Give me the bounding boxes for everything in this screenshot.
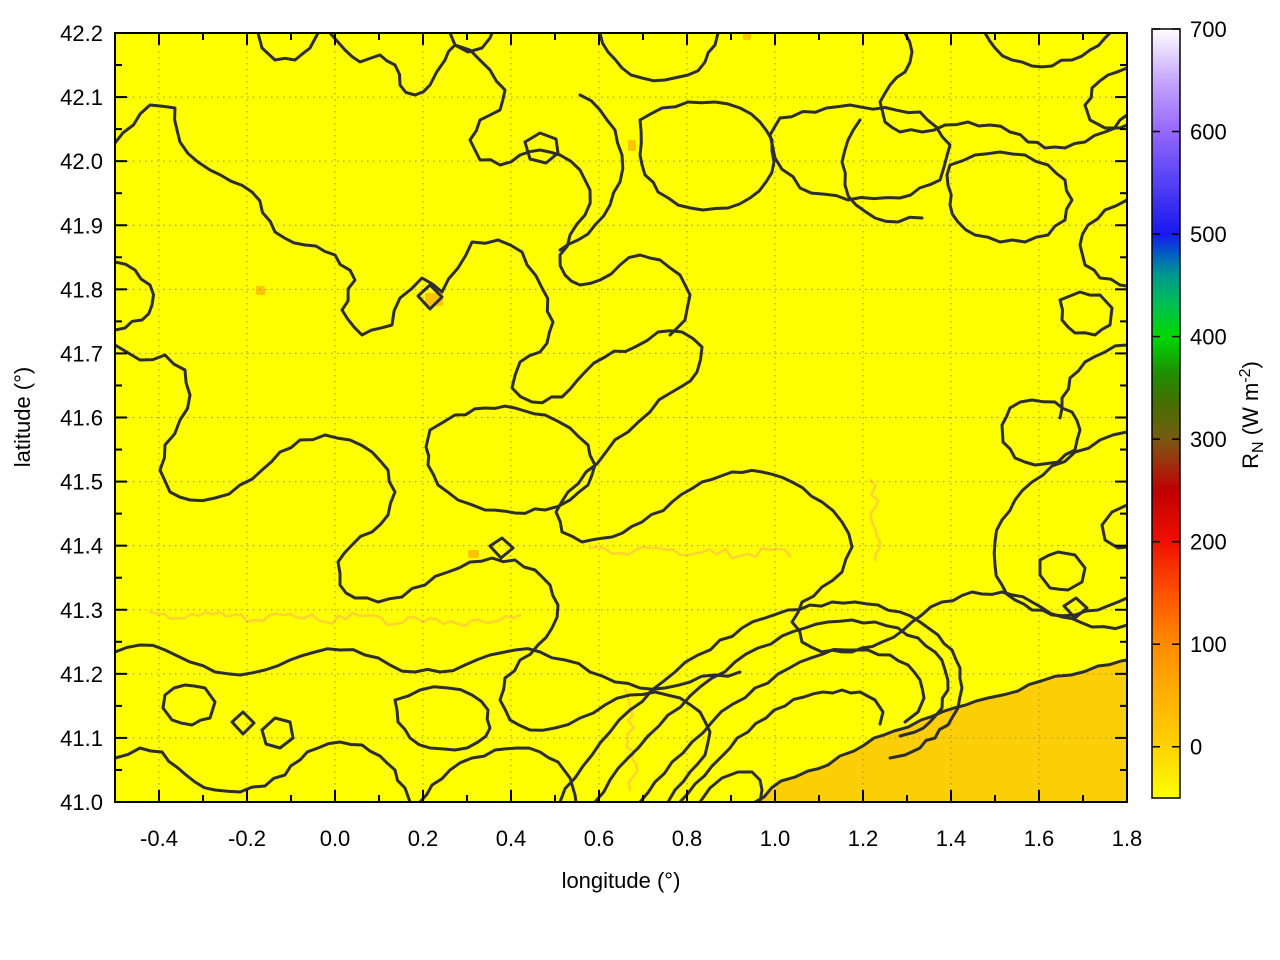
coastline-contour xyxy=(753,658,1127,802)
contour-loop xyxy=(523,131,560,165)
colorbar-tick-label: 100 xyxy=(1190,632,1227,657)
contour-line xyxy=(1078,198,1127,288)
colorbar-tick-label: 300 xyxy=(1190,427,1227,452)
river-trace xyxy=(623,688,639,792)
river-trace xyxy=(868,478,882,562)
anomaly-spot xyxy=(468,550,479,558)
contour-loop xyxy=(393,685,492,752)
x-tick-label: 0.0 xyxy=(320,826,351,851)
contour-line xyxy=(115,643,742,691)
x-tick-label: 1.2 xyxy=(848,826,879,851)
contour-line xyxy=(558,600,964,802)
colorbar-tick-label: 0 xyxy=(1190,735,1202,760)
y-tick-label: 42.2 xyxy=(60,21,103,46)
colorbar-tick-label: 200 xyxy=(1190,530,1227,555)
x-axis-label: longitude (°) xyxy=(562,868,681,893)
y-tick-label: 41.4 xyxy=(60,534,103,559)
colorbar-tick-label: 700 xyxy=(1190,17,1227,42)
contour-loop xyxy=(260,716,295,750)
contour-line xyxy=(1083,66,1127,130)
contour-loop xyxy=(638,100,776,212)
contour-loop xyxy=(768,103,952,202)
colorbar-ticks xyxy=(1152,28,1180,748)
contour-loop xyxy=(1038,550,1087,592)
contour-loop xyxy=(1058,290,1114,337)
contour-loop xyxy=(416,283,444,311)
y-axis-label: latitude (°) xyxy=(10,367,35,468)
contour-line xyxy=(115,740,412,802)
sea-fill xyxy=(755,660,1127,802)
contour-line xyxy=(878,33,1127,150)
y-tick-label: 41.7 xyxy=(60,341,103,366)
contour-line xyxy=(256,33,320,62)
y-tick-label: 41.8 xyxy=(60,277,103,302)
contour-layer xyxy=(115,33,1127,802)
contour-line xyxy=(638,648,926,802)
contour-loop xyxy=(230,710,256,736)
x-tick-label: 1.0 xyxy=(760,826,791,851)
river-trace xyxy=(588,545,792,560)
contour-line xyxy=(115,343,712,802)
x-tick-label: 0.4 xyxy=(496,826,527,851)
tick-labels: -0.4 -0.2 0.0 0.2 0.4 0.6 0.8 1.0 1.2 1.4 1.6 1.8 41… xyxy=(60,21,1142,851)
contour-line xyxy=(558,93,625,252)
contour-line xyxy=(593,618,950,802)
sea-region xyxy=(755,660,1127,802)
contour-loop xyxy=(488,536,515,560)
anomaly-spot xyxy=(628,140,636,151)
contour-line xyxy=(983,33,1112,69)
river-trace xyxy=(148,610,522,628)
spot-layer xyxy=(256,33,751,558)
colorbar-gradient xyxy=(1152,29,1180,798)
contour-line xyxy=(115,260,155,332)
contour-loop xyxy=(161,683,217,727)
colorbar-tick-label: 400 xyxy=(1190,325,1227,350)
anomaly-spot xyxy=(425,293,443,306)
anomaly-spot xyxy=(256,286,265,295)
contour-line xyxy=(840,118,924,224)
contour-loop xyxy=(424,404,597,515)
colorbar-labels: 0 100 200 300 400 500 600 700 xyxy=(1190,17,1227,760)
contour-line xyxy=(328,33,692,337)
contour-line xyxy=(598,33,720,83)
y-tick-label: 41.5 xyxy=(60,470,103,495)
x-tick-label: 0.8 xyxy=(672,826,703,851)
colorbar-title: RN (W m-2) xyxy=(1237,361,1267,469)
y-tick-label: 41.0 xyxy=(60,790,103,815)
x-tick-label: 1.6 xyxy=(1024,826,1055,851)
contour-line xyxy=(698,770,764,802)
contour-loop xyxy=(945,150,1074,244)
contour-loop xyxy=(1000,398,1082,467)
contour-line xyxy=(1100,503,1127,550)
y-tick-label: 41.1 xyxy=(60,726,103,751)
y-tick-label: 41.3 xyxy=(60,598,103,623)
colorbar-tick-label: 500 xyxy=(1190,222,1227,247)
x-tick-label: -0.2 xyxy=(228,826,266,851)
axis-ticks xyxy=(115,32,1128,803)
y-tick-label: 41.6 xyxy=(60,406,103,431)
river-layer xyxy=(148,478,882,792)
colorbar-tick-label: 600 xyxy=(1190,120,1227,145)
contour-line xyxy=(678,688,885,802)
y-tick-label: 42.1 xyxy=(60,85,103,110)
y-tick-label: 41.2 xyxy=(60,662,103,687)
y-tick-label: 41.9 xyxy=(60,213,103,238)
anomaly-spot xyxy=(743,33,751,40)
x-tick-label: 1.4 xyxy=(936,826,967,851)
x-tick-label: 0.2 xyxy=(408,826,439,851)
x-tick-label: 0.6 xyxy=(584,826,615,851)
colorbar-border xyxy=(1151,28,1181,799)
contour-line xyxy=(448,33,494,54)
y-tick-label: 42.0 xyxy=(60,149,103,174)
contour-loop xyxy=(1062,596,1089,620)
x-tick-label: -0.4 xyxy=(140,826,178,851)
x-tick-label: 1.8 xyxy=(1112,826,1143,851)
contour-line xyxy=(418,746,578,802)
contour-line xyxy=(1058,343,1127,420)
